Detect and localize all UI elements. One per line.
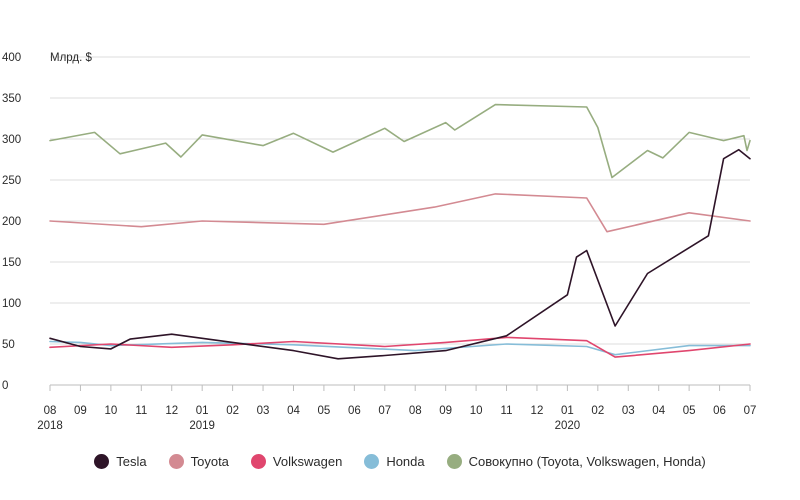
- series-line-honda: [49, 340, 751, 356]
- legend-label: Tesla: [116, 454, 147, 469]
- series-lines: [49, 103, 751, 360]
- x-tick-label: 01: [196, 405, 209, 417]
- x-tick-label: 07: [744, 405, 757, 417]
- x-tick-label: 10: [470, 405, 483, 417]
- y-tick-label: 350: [2, 93, 21, 105]
- series-line-совокупно: [49, 103, 751, 179]
- legend-item: Honda: [364, 454, 425, 469]
- series-line-volkswagen: [49, 336, 751, 358]
- x-tick-label: 09: [74, 405, 87, 417]
- x-axis: 08 09 10 11 12 01 02 03 04 05 06 07 08 09 10 11 12 01 02 03…: [37, 384, 757, 432]
- legend-item: Toyota: [168, 454, 229, 469]
- legend-swatch: [94, 454, 110, 469]
- x-tick-label: 11: [135, 405, 147, 417]
- y-tick-label: 0: [2, 380, 8, 392]
- y-tick-label: 300: [2, 134, 21, 146]
- series-line-tesla: [49, 148, 751, 360]
- legend: Tesla Toyota Volkswagen Honda Совокупно (Toy…: [0, 454, 800, 469]
- x-tick-label: 03: [257, 405, 270, 417]
- x-tick-label: 08: [409, 405, 422, 417]
- x-tick-label: 05: [683, 405, 696, 417]
- legend-label: Honda: [386, 454, 425, 469]
- x-tick-label: 03: [622, 405, 635, 417]
- y-tick-label: 250: [2, 175, 21, 187]
- x-tick-label: 04: [287, 405, 300, 417]
- x-year-label: 2019: [189, 420, 215, 432]
- y-tick-label: 200: [2, 216, 21, 228]
- x-tick-label: 07: [378, 405, 391, 417]
- x-tick-label: 02: [591, 405, 604, 417]
- legend-swatch: [364, 454, 380, 469]
- x-tick-label: 04: [652, 405, 665, 417]
- x-year-label: 2020: [555, 420, 581, 432]
- legend-item: Volkswagen: [250, 454, 343, 469]
- y-axis-label: Млрд. $: [50, 52, 93, 64]
- x-year-label: 2018: [37, 420, 63, 432]
- y-tick-label: 100: [2, 298, 21, 310]
- y-tick-label: 150: [2, 257, 21, 269]
- legend-swatch: [250, 454, 266, 469]
- legend-label: Совокупно (Toyota, Volkswagen, Honda): [468, 454, 706, 469]
- legend-label: Toyota: [190, 454, 229, 469]
- legend-item: Tesla: [94, 454, 147, 469]
- x-tick-label: 08: [44, 405, 57, 417]
- x-tick-label: 01: [561, 405, 574, 417]
- series-line-toyota: [49, 193, 751, 233]
- x-tick-label: 10: [104, 405, 117, 417]
- x-tick-label: 02: [226, 405, 239, 417]
- y-tick-labels: 0 50 100 150 200 250 300 350 400: [2, 52, 21, 392]
- legend-item: Совокупно (Toyota, Volkswagen, Honda): [446, 454, 706, 469]
- legend-swatch: [446, 454, 462, 469]
- legend-label: Volkswagen: [272, 454, 343, 469]
- x-tick-label: 11: [501, 405, 513, 417]
- y-tick-label: 400: [2, 52, 21, 64]
- x-tick-label: 06: [348, 405, 361, 417]
- x-tick-label: 06: [713, 405, 726, 417]
- x-tick-label: 12: [165, 405, 178, 417]
- x-tick-label: 05: [318, 405, 331, 417]
- y-tick-label: 50: [2, 339, 15, 351]
- x-tick-label: 12: [531, 405, 544, 417]
- legend-swatch: [168, 454, 184, 469]
- x-tick-label: 09: [439, 405, 452, 417]
